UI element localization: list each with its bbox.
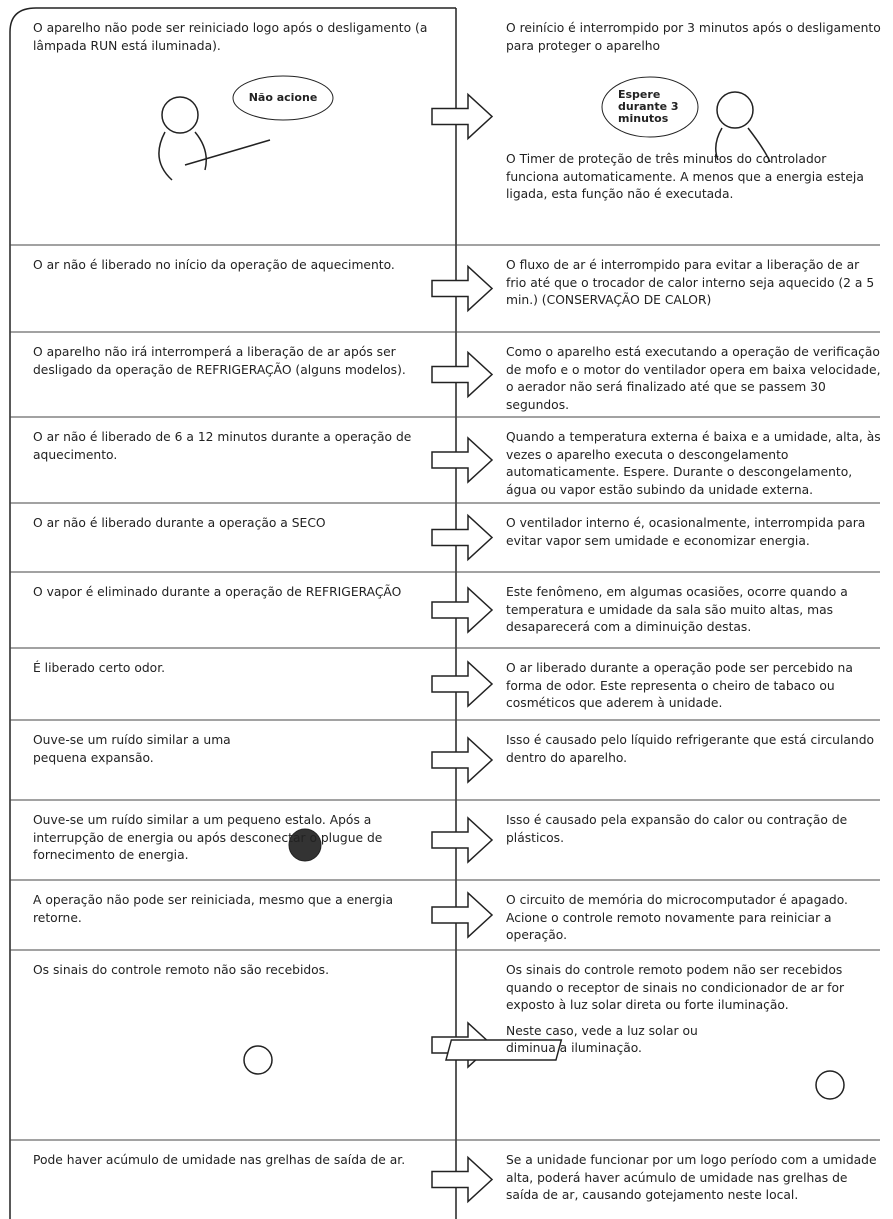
problem-text: Pode haver acúmulo de umidade nas grelha… (33, 1153, 406, 1167)
cause-cell: O ar liberado durante a operação pode se… (506, 660, 881, 721)
figure-head (243, 1045, 273, 1075)
cause-cell: Quando a temperatura externa é baixa e a… (506, 429, 881, 507)
problem-text: Os sinais do controle remoto não são rec… (33, 963, 330, 977)
cause-text: O ventilador interno é, ocasionalmente, … (506, 516, 866, 548)
figure-head (288, 828, 322, 862)
cause-text: Os sinais do controle remoto podem não s… (506, 963, 845, 1012)
arrow (431, 1155, 494, 1204)
cause-text: O Timer de proteção de três minutos do c… (506, 152, 864, 201)
cause-cell: Isso é causado pela expansão do calor ou… (506, 812, 881, 855)
speech-bubble (232, 75, 334, 121)
arrow (431, 736, 494, 784)
cause-text: Isso é causado pelo líquido refrigerante… (506, 733, 875, 765)
problem-text: O ar não é liberado no início da operaçã… (33, 258, 395, 272)
cause-text: Como o aparelho está executando a operaç… (506, 345, 881, 412)
bubble-text: Espere durante 3 minutos (618, 88, 679, 125)
cause-text: Este fenômeno, em algumas ocasiões, ocor… (506, 585, 848, 634)
cause-cell: O circuito de memória do microcomputador… (506, 892, 881, 953)
arrow (431, 264, 494, 313)
arrow (431, 92, 494, 141)
figure-head (716, 91, 754, 129)
cause-text: O reinício é interrompido por 3 minutos … (506, 21, 881, 53)
problem-text: Ouve-se um ruído similar a um pequeno es… (33, 813, 383, 862)
cause-text: Se a unidade funcionar por um logo perío… (506, 1153, 877, 1202)
problem-text: Ouve-se um ruído similar a uma pequena e… (33, 733, 231, 765)
sun-drawing (815, 1070, 845, 1100)
arrow (431, 513, 494, 562)
cause-cell: Isso é causado pelo líquido refrigerante… (506, 732, 881, 775)
arrow (431, 816, 494, 864)
cause-cell: Os sinais do controle remoto podem não s… (506, 962, 881, 1066)
figure-body (158, 131, 271, 181)
figure-body (715, 127, 771, 163)
cause-cell: O fluxo de ar é interrompido para evitar… (506, 257, 881, 318)
cause-cell: Este fenômeno, em algumas ocasiões, ocor… (506, 584, 881, 645)
speech-bubble (601, 76, 699, 138)
cause-cell: O reinício é interrompido por 3 minutos … (506, 20, 881, 212)
cause-text: Neste caso, vede a luz solar ou diminua … (506, 1023, 698, 1056)
problem-text: O ar não é liberado durante a operação a… (33, 516, 326, 530)
arrow (431, 436, 494, 484)
arrow (431, 891, 494, 939)
arrow (431, 586, 494, 634)
problem-text: É liberado certo odor. (33, 661, 166, 675)
bubble-text: Não acione (248, 91, 318, 104)
problem-text: O ar não é liberado de 6 a 12 minutos du… (33, 430, 412, 462)
arrow (431, 660, 494, 708)
cause-text: O ar liberado durante a operação pode se… (506, 661, 853, 710)
cause-cell: O ventilador interno é, ocasionalmente, … (506, 515, 881, 558)
cause-text: O fluxo de ar é interrompido para evitar… (506, 258, 875, 307)
problem-text: O aparelho não irá interromperá a libera… (33, 345, 406, 377)
problem-text: O aparelho não pode ser reiniciado logo … (33, 21, 428, 53)
problem-text: O vapor é eliminado durante a operação d… (33, 585, 402, 599)
cause-text: Quando a temperatura externa é baixa e a… (506, 430, 881, 497)
cause-text: Isso é causado pela expansão do calor ou… (506, 813, 848, 845)
cause-cell: Se a unidade funcionar por um logo perío… (506, 1152, 881, 1213)
cause-cell: Como o aparelho está executando a operaç… (506, 344, 881, 422)
unit-drawing (445, 1039, 563, 1061)
cause-text: O circuito de memória do microcomputador… (506, 893, 848, 942)
figure-head (161, 96, 199, 134)
frame (9, 7, 456, 1219)
problem-text: A operação não pode ser reiniciada, mesm… (33, 893, 394, 925)
arrow (431, 350, 494, 399)
